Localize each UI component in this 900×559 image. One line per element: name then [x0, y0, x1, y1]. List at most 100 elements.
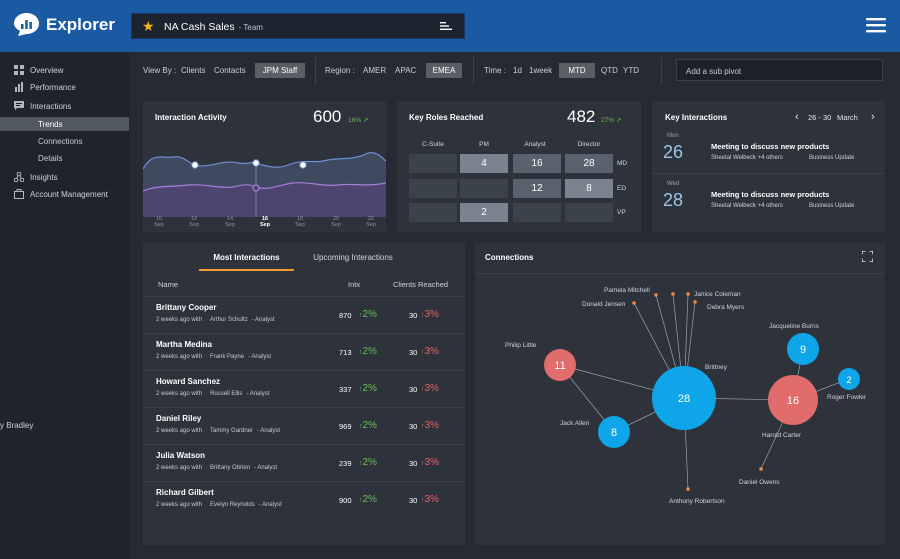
- node-philip-little[interactable]: [544, 349, 576, 381]
- heat-cell[interactable]: 16: [513, 154, 561, 173]
- table-row[interactable]: Howard Sanchez 2 weeks ago with Russell E…: [143, 370, 465, 406]
- table-row[interactable]: Daniel Riley 2 weeks ago with Tammy Gardn…: [143, 407, 465, 443]
- sidebar-subitem-trends[interactable]: Trends: [0, 117, 129, 131]
- connections-card: Connections 28: [475, 243, 885, 545]
- chat-logo-icon: [14, 13, 39, 36]
- active-tab-indicator: [199, 269, 294, 271]
- x-tick-label: 10 Sep: [154, 216, 164, 228]
- card-title: Key Roles Reached: [409, 113, 484, 122]
- arrow-up-icon: ↑: [421, 423, 425, 430]
- heat-cell[interactable]: 12: [513, 179, 561, 198]
- col-header: C-Suite: [422, 141, 444, 148]
- bubble-label: 11: [554, 360, 565, 372]
- meeting-people: Sheetal Welbeck +4 others: [711, 203, 783, 209]
- chevron-right-icon[interactable]: ›: [871, 111, 875, 123]
- sidebar-item-interactions[interactable]: Interactions: [0, 99, 129, 114]
- star-icon[interactable]: ★: [142, 18, 155, 34]
- sidebar-item-performance[interactable]: Performance: [0, 80, 129, 95]
- arrow-up-icon: ↑: [359, 497, 363, 504]
- data-point[interactable]: [252, 184, 260, 192]
- meeting-item[interactable]: Wed 28 Meeting to discuss new products S…: [652, 177, 885, 225]
- card-title: Connections: [485, 253, 534, 262]
- sidebar-item-overview[interactable]: Overview: [0, 63, 129, 78]
- dashboard-title-bar[interactable]: ★ NA Cash Sales - Team: [131, 13, 465, 39]
- row-meta: 2 weeks ago with Evelyn Reynolds - Analyst: [156, 502, 282, 508]
- node-jack-allen[interactable]: [598, 416, 630, 448]
- node-roger-fowler[interactable]: [838, 368, 860, 390]
- data-point[interactable]: [252, 159, 260, 167]
- viewby-option-jpm-staff[interactable]: JPM Staff: [255, 63, 305, 78]
- meeting-title: Meeting to discuss new products: [711, 142, 830, 151]
- sidebar-subitem-details[interactable]: Details: [0, 151, 129, 165]
- heat-cell[interactable]: [513, 203, 561, 222]
- sidebar-item-insights[interactable]: Insights: [0, 170, 129, 185]
- heat-cell[interactable]: [565, 203, 613, 222]
- node-label: Daniel Owens: [739, 479, 780, 486]
- data-point[interactable]: [299, 161, 307, 169]
- sidebar-item-label: Performance: [30, 83, 76, 92]
- region-option-amer[interactable]: AMER: [363, 66, 387, 75]
- meeting-day: 28: [663, 190, 684, 210]
- dashboard-subtitle: - Team: [238, 23, 263, 32]
- heat-cell[interactable]: 2: [460, 203, 508, 222]
- heat-cell[interactable]: [460, 179, 508, 198]
- node-jacqueline-burns[interactable]: [787, 333, 819, 365]
- heat-cell[interactable]: 28: [565, 154, 613, 173]
- date-range-nav: ‹ 26 - 30 March ›: [795, 111, 880, 125]
- filter-bar: View By : Clients Contacts JPM Staff Reg…: [129, 52, 900, 91]
- arrow-up-icon: ↑: [421, 497, 425, 504]
- row-intx: 900: [339, 496, 352, 505]
- heat-cell[interactable]: [409, 179, 457, 198]
- time-option-qtd[interactable]: QTD: [601, 66, 618, 75]
- heat-cell[interactable]: 4: [460, 154, 508, 173]
- row-clients-change: ↑3%: [421, 309, 439, 320]
- row-meta: 2 weeks ago with Frank Payne - Analyst: [156, 354, 272, 360]
- region-option-emea[interactable]: EMEA: [426, 63, 462, 78]
- connections-network-graph: 28 16 11 9 8 2 Pamela Mitchell Janice Co…: [505, 287, 867, 505]
- row-intx: 969: [339, 422, 352, 431]
- sidebar-item-account-management[interactable]: Account Management: [0, 187, 129, 202]
- meeting-title: Meeting to discuss new products: [711, 190, 830, 199]
- column-header-intx[interactable]: Intx: [348, 280, 361, 289]
- node-label: Pamela Mitchell: [604, 287, 650, 294]
- table-row[interactable]: Richard Gilbert 2 weeks ago with Evelyn R…: [143, 481, 465, 517]
- region-option-apac[interactable]: APAC: [395, 66, 417, 75]
- meeting-tag: Business Update: [809, 203, 855, 209]
- arrow-up-icon: ↑: [359, 423, 363, 430]
- table-row[interactable]: Brittany Cooper 2 weeks ago with Arthur S…: [143, 296, 465, 332]
- table-row[interactable]: Martha Medina 2 weeks ago with Frank Payn…: [143, 333, 465, 369]
- viewby-option-contacts[interactable]: Contacts: [214, 66, 246, 75]
- network-icon: [14, 172, 24, 182]
- sub-pivot-input[interactable]: Add a sub pivot: [676, 59, 883, 81]
- col-header: Director: [577, 141, 601, 148]
- sidebar-subitem-connections[interactable]: Connections: [0, 134, 129, 148]
- node-harold-carter[interactable]: [768, 375, 818, 425]
- row-intx: 870: [339, 311, 352, 320]
- chevron-left-icon[interactable]: ‹: [795, 111, 799, 123]
- heat-cell[interactable]: [409, 154, 457, 173]
- table-row[interactable]: Julia Watson 2 weeks ago with Brittany Ob…: [143, 444, 465, 480]
- region-label: Region :: [325, 66, 355, 75]
- interaction-activity-change: 16% ↗: [348, 117, 369, 124]
- column-header-clients-reached[interactable]: Clients Reached: [393, 280, 449, 289]
- column-header-name[interactable]: Name: [158, 280, 179, 289]
- card-title: Key Interactions: [665, 113, 728, 122]
- meeting-item[interactable]: Mon 26 Meeting to discuss new products S…: [652, 129, 885, 177]
- tab-most-interactions[interactable]: Most Interactions: [213, 253, 280, 262]
- heat-cell[interactable]: [409, 203, 457, 222]
- node-brittney[interactable]: [652, 366, 716, 430]
- time-option-1week[interactable]: 1week: [529, 66, 553, 75]
- node-label: Jack Allen: [560, 420, 590, 427]
- data-point[interactable]: [191, 161, 199, 169]
- briefcase-icon: [14, 189, 24, 199]
- hamburger-menu-icon[interactable]: [866, 17, 886, 33]
- sidebar-subitem-label: Connections: [38, 137, 83, 146]
- time-option-ytd[interactable]: YTD: [623, 66, 639, 75]
- time-option-mtd[interactable]: MTD: [559, 63, 595, 78]
- time-option-1d[interactable]: 1d: [513, 66, 522, 75]
- tab-upcoming-interactions[interactable]: Upcoming Interactions: [313, 253, 393, 262]
- viewby-option-clients[interactable]: Clients: [181, 66, 206, 75]
- heat-cell[interactable]: 8: [565, 179, 613, 198]
- list-menu-icon[interactable]: [440, 21, 452, 31]
- meeting-day-abbr: Mon: [667, 133, 679, 139]
